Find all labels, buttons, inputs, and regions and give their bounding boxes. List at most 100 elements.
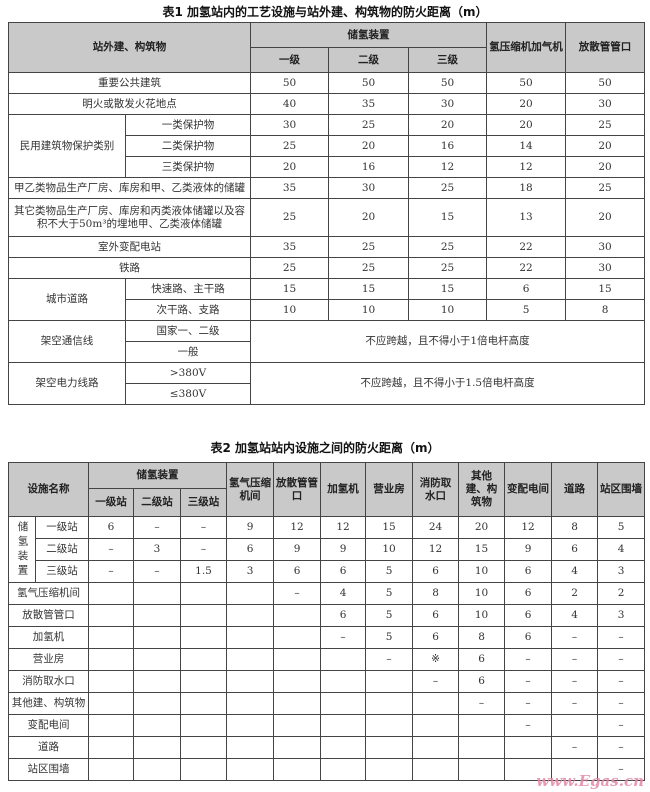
table-row: ≤380V <box>9 383 645 405</box>
distance-value <box>88 736 134 759</box>
distance-value <box>179 736 228 759</box>
header-grade: 二级站 <box>133 488 181 517</box>
distance-value <box>179 670 228 693</box>
header-facility: 设施名称 <box>8 462 89 517</box>
distance-value: 16 <box>328 156 409 178</box>
distance-value <box>226 648 275 671</box>
table1-fire-distance-external: 站外建、构筑物 储氢装置 氢压缩机加气机 放散管管口 一级 二级 三级 重要公共… <box>8 22 646 405</box>
distance-value: 6 <box>88 516 134 539</box>
distance-value: 5 <box>597 516 646 539</box>
distance-value <box>412 714 460 737</box>
distance-value: – <box>133 516 181 539</box>
row-label: >380V <box>125 362 251 384</box>
distance-value: 14 <box>486 135 567 157</box>
distance-value: 5 <box>365 626 414 649</box>
header-vent: 放散管管口 <box>565 22 646 73</box>
distance-value: 35 <box>328 93 409 115</box>
row-label: 放散管管口 <box>8 604 89 627</box>
header-facility: 站外建、构筑物 <box>8 22 251 73</box>
distance-value: 30 <box>407 93 488 115</box>
distance-value <box>273 758 322 781</box>
distance-value <box>273 736 322 759</box>
table-row: 二级站 –3–6 9 9 10 12 15 9 6 4 <box>9 538 646 561</box>
distance-value: 30 <box>565 93 646 115</box>
distance-value: – <box>597 648 646 671</box>
distance-value <box>320 670 367 693</box>
distance-value: – <box>551 736 599 759</box>
distance-value <box>179 626 228 649</box>
header-storage: 储氢装置 <box>249 22 488 48</box>
distance-value: – <box>597 626 646 649</box>
distance-value: 6 <box>412 604 460 627</box>
table-row: 铁路 25 25 25 22 30 <box>8 257 646 279</box>
distance-value: – <box>597 714 646 737</box>
distance-value <box>88 670 134 693</box>
distance-value: 15 <box>250 278 329 300</box>
header-column: 加氢机 <box>320 462 367 517</box>
row-label: 三级站 <box>35 560 89 583</box>
distance-value: 50 <box>486 72 567 94</box>
distance-value <box>273 604 322 627</box>
distance-value: 9 <box>504 538 553 561</box>
distance-value: 12 <box>407 156 488 178</box>
distance-value <box>133 758 181 781</box>
distance-value: 18 <box>486 177 567 199</box>
distance-value: – <box>504 714 553 737</box>
distance-value: 20 <box>407 114 488 136</box>
row-label: 快速路、主干路 <box>125 278 251 300</box>
distance-value: 6 <box>412 626 460 649</box>
table-row: 二类保护物 25 20 16 14 20 <box>9 135 646 157</box>
distance-value: – <box>88 538 134 561</box>
table-row: 三级站 – –1.5 3 6 6 5 6 10 6 4 3 <box>9 560 646 583</box>
header-column: 氢气压缩机间 <box>226 462 275 517</box>
distance-value <box>320 692 367 715</box>
distance-value: – <box>179 538 228 561</box>
row-label: 加氢机 <box>8 626 89 649</box>
header-column: 营业房 <box>365 462 414 517</box>
distance-value: 25 <box>328 114 409 136</box>
row-note: 不应跨越，且不得小于1倍电杆高度 <box>249 320 646 363</box>
distance-value <box>226 670 275 693</box>
distance-value <box>458 714 506 737</box>
header-storage: 储氢装置 <box>87 462 228 489</box>
distance-value <box>412 736 460 759</box>
table-row: 加氢机 –5 6 8 6– – <box>8 626 646 649</box>
table-row: 营业房 – ※ 6– – – <box>8 648 646 671</box>
distance-value: 8 <box>458 626 506 649</box>
distance-value: 15 <box>407 198 488 237</box>
distance-value: – <box>458 692 506 715</box>
table-row: 站区围墙 – <box>8 758 646 781</box>
distance-value <box>133 626 181 649</box>
header-column: 放散管管口 <box>273 462 322 517</box>
distance-value <box>226 604 275 627</box>
distance-value <box>226 692 275 715</box>
distance-value: 6 <box>486 278 567 300</box>
distance-value: – <box>551 648 599 671</box>
distance-value: 4 <box>597 538 646 561</box>
distance-value <box>273 626 322 649</box>
table-row: 次干路、支路 10 10 10 5 8 <box>9 299 646 321</box>
distance-value: – <box>597 692 646 715</box>
row-label: 氢气压缩机间 <box>8 582 89 605</box>
distance-value <box>226 758 275 781</box>
distance-value: 5 <box>365 604 414 627</box>
distance-value <box>458 758 506 781</box>
distance-value: 6 <box>458 670 506 693</box>
distance-value: 9 <box>273 538 322 561</box>
distance-value <box>412 758 460 781</box>
table2-fire-distance-internal: 设施名称 储氢装置 氢气压缩机间 放散管管口 加氢机 营业房 消防取水口 其他建… <box>8 462 646 781</box>
distance-value: 4 <box>551 604 599 627</box>
distance-value: 6 <box>504 604 553 627</box>
distance-value: 6 <box>551 538 599 561</box>
distance-value: 13 <box>486 198 567 237</box>
header-column: 消防取水口 <box>412 462 460 517</box>
distance-value: – <box>551 670 599 693</box>
distance-value: 10 <box>328 299 409 321</box>
row-label: 消防取水口 <box>8 670 89 693</box>
table-row: 消防取水口 –6– – – <box>8 670 646 693</box>
distance-value: 20 <box>458 516 506 539</box>
distance-value <box>133 670 181 693</box>
distance-value <box>88 692 134 715</box>
distance-value: 3 <box>597 560 646 583</box>
distance-value <box>88 648 134 671</box>
